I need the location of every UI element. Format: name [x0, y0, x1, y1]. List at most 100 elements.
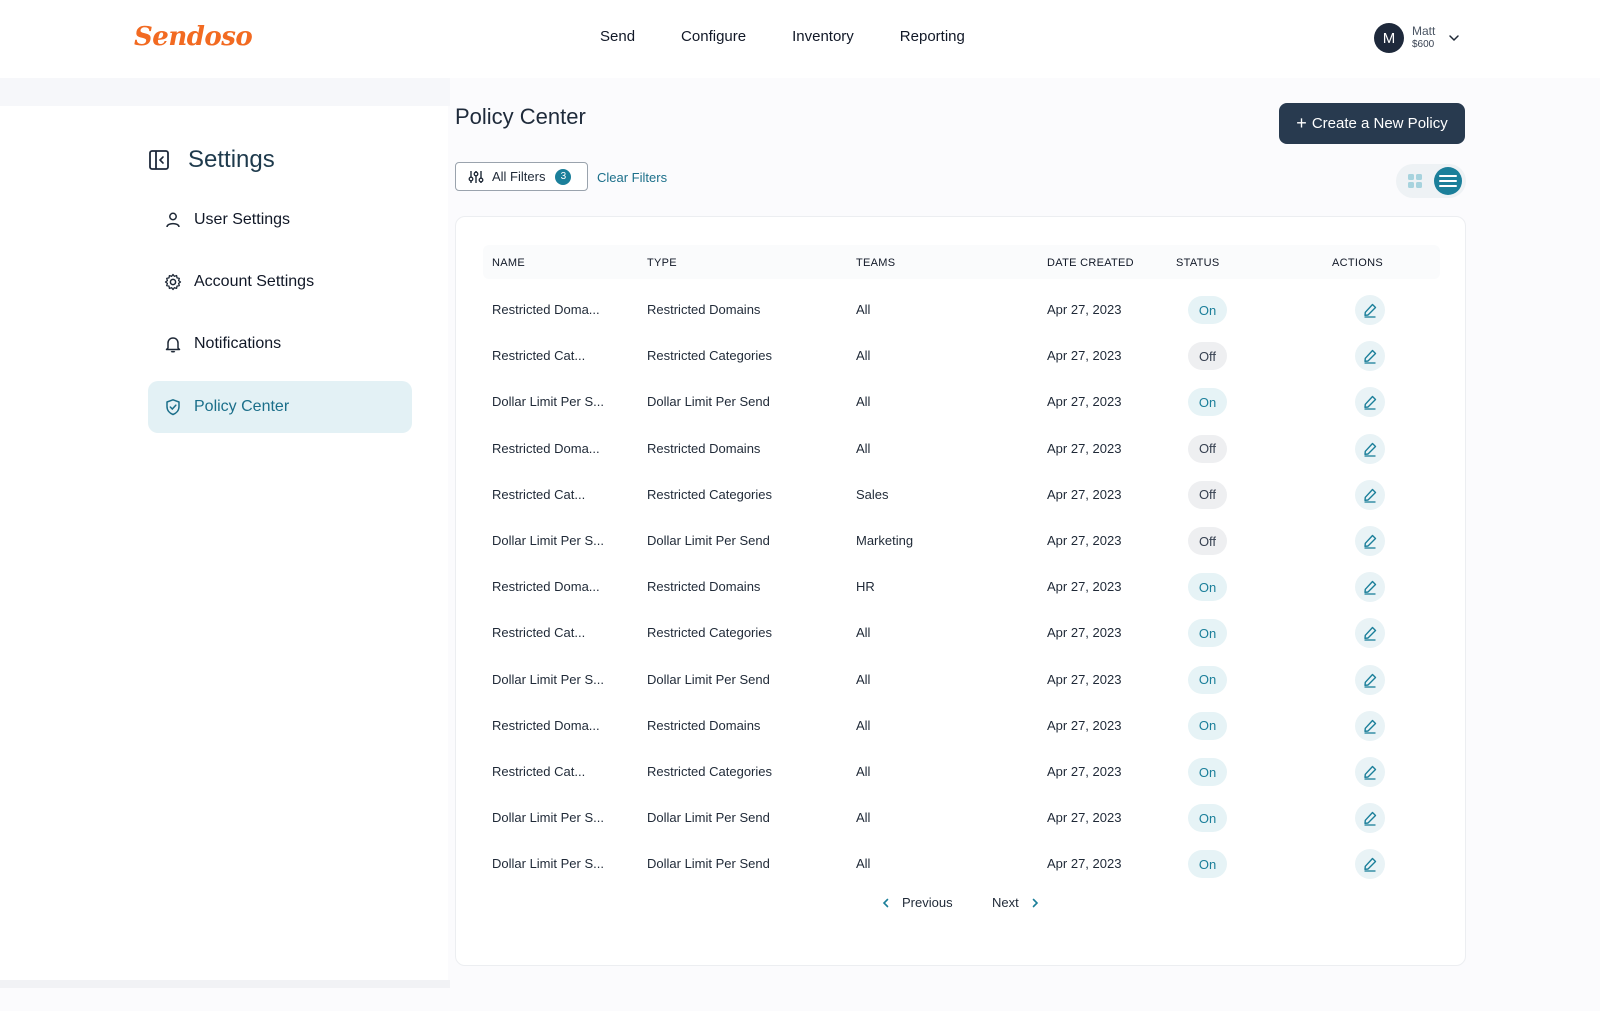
status-toggle-pill[interactable]: Off: [1188, 480, 1227, 509]
edit-policy-button[interactable]: [1355, 849, 1385, 880]
status-toggle-pill[interactable]: Off: [1188, 342, 1227, 371]
cell-teams: All: [856, 717, 871, 733]
column-header-date-created[interactable]: DATE CREATED: [1047, 257, 1134, 269]
edit-policy-button[interactable]: [1355, 295, 1385, 325]
status-toggle-pill[interactable]: On: [1188, 758, 1227, 786]
cell-teams: All: [856, 671, 871, 687]
pencil-icon: [1364, 349, 1377, 364]
main-nav: Send Configure Inventory Reporting: [600, 28, 1011, 45]
sendoso-logo[interactable]: Sendoso: [134, 22, 253, 52]
status-toggle-pill[interactable]: On: [1188, 804, 1227, 833]
table-row[interactable]: Dollar Limit Per S... Dollar Limit Per Se…: [483, 657, 1440, 703]
edit-policy-button[interactable]: [1355, 387, 1385, 418]
edit-policy-button[interactable]: [1355, 526, 1385, 556]
next-page-button[interactable]: Next: [992, 895, 1041, 910]
page-title: Policy Center: [455, 104, 586, 129]
column-header-type[interactable]: TYPE: [647, 257, 677, 269]
sidebar-item-label: Policy Center: [194, 398, 290, 415]
cell-name: Restricted Cat...: [492, 625, 586, 641]
cell-teams: All: [856, 810, 871, 826]
edit-policy-button[interactable]: [1355, 803, 1385, 834]
settings-title: Settings: [188, 146, 275, 173]
user-balance: $600: [1412, 39, 1435, 50]
sidebar-item-policy-center[interactable]: Policy Center: [148, 381, 412, 433]
nav-reporting[interactable]: Reporting: [899, 28, 965, 45]
sidebar-bottom-strip: [0, 980, 450, 988]
table-row[interactable]: Dollar Limit Per S... Dollar Limit Per Se…: [483, 841, 1440, 887]
table-row[interactable]: Restricted Cat... Restricted Categories Al…: [483, 610, 1440, 656]
column-header-teams[interactable]: TEAMS: [856, 257, 896, 269]
table-row[interactable]: Restricted Doma... Restricted Domains All A…: [483, 287, 1440, 333]
column-header-name[interactable]: NAME: [492, 257, 525, 269]
plus-icon: +: [1296, 113, 1307, 133]
cell-type: Dollar Limit Per Send: [647, 671, 770, 687]
edit-policy-button[interactable]: [1355, 433, 1385, 464]
cell-type: Restricted Domains: [647, 579, 761, 595]
nav-send[interactable]: Send: [600, 28, 636, 45]
edit-policy-button[interactable]: [1355, 572, 1385, 603]
user-icon: [166, 212, 180, 228]
cell-type: Dollar Limit Per Send: [647, 856, 770, 872]
cell-type: Restricted Categories: [647, 348, 772, 364]
table-row[interactable]: Dollar Limit Per S... Dollar Limit Per Se…: [483, 795, 1440, 841]
collapse-sidebar-icon[interactable]: [148, 149, 170, 171]
status-toggle-pill[interactable]: On: [1188, 850, 1227, 879]
table-row[interactable]: Restricted Doma... Restricted Domains All A…: [483, 426, 1440, 472]
cell-name: Dollar Limit Per S...: [492, 394, 604, 410]
cell-teams: All: [856, 394, 871, 410]
table-row[interactable]: Dollar Limit Per S... Dollar Limit Per Se…: [483, 518, 1440, 564]
chevron-down-icon[interactable]: [1447, 31, 1461, 45]
status-toggle-pill[interactable]: On: [1188, 711, 1227, 740]
next-label: Next: [992, 895, 1019, 910]
table-row[interactable]: Restricted Doma... Restricted Domains HR Ap…: [483, 564, 1440, 610]
nav-inventory[interactable]: Inventory: [792, 28, 854, 45]
edit-policy-button[interactable]: [1355, 710, 1385, 741]
cell-teams: All: [856, 764, 871, 779]
clear-filters-link[interactable]: Clear Filters: [597, 170, 668, 185]
status-toggle-pill[interactable]: On: [1188, 665, 1227, 694]
all-filters-button[interactable]: All Filters 3: [455, 162, 588, 191]
edit-policy-button[interactable]: [1355, 664, 1385, 695]
status-toggle-pill[interactable]: On: [1188, 619, 1227, 648]
edit-policy-button[interactable]: [1355, 757, 1385, 787]
edit-policy-button[interactable]: [1355, 341, 1385, 372]
grid-view-icon[interactable]: [1406, 172, 1424, 190]
table-row[interactable]: Restricted Cat... Restricted Categories Al…: [483, 749, 1440, 795]
cell-date: Apr 27, 2023: [1047, 810, 1122, 826]
pencil-icon: [1364, 673, 1377, 688]
table-row[interactable]: Dollar Limit Per S... Dollar Limit Per Se…: [483, 379, 1440, 425]
user-menu[interactable]: M Matt $600: [1374, 23, 1461, 53]
cell-date: Apr 27, 2023: [1047, 486, 1122, 502]
sidebar-top-strip: [0, 78, 450, 106]
avatar[interactable]: M: [1374, 23, 1404, 53]
cell-date: Apr 27, 2023: [1047, 671, 1122, 687]
create-new-policy-button[interactable]: + Create a New Policy: [1279, 103, 1465, 144]
edit-policy-button[interactable]: [1355, 479, 1385, 510]
status-toggle-pill[interactable]: On: [1188, 296, 1227, 324]
status-toggle-pill[interactable]: Off: [1188, 434, 1227, 463]
sidebar-item-account-settings[interactable]: Account Settings: [148, 256, 412, 308]
edit-policy-button[interactable]: [1355, 618, 1385, 649]
status-toggle-pill[interactable]: On: [1188, 573, 1227, 602]
cell-teams: Marketing: [856, 533, 914, 548]
nav-configure[interactable]: Configure: [681, 28, 747, 45]
sidebar-item-notifications[interactable]: Notifications: [148, 318, 412, 370]
cell-name: Restricted Doma...: [492, 717, 600, 733]
cell-type: Restricted Categories: [647, 764, 772, 779]
cell-name: Restricted Cat...: [492, 348, 586, 364]
status-toggle-pill[interactable]: On: [1188, 388, 1227, 417]
cell-type: Dollar Limit Per Send: [647, 810, 770, 826]
previous-page-button[interactable]: Previous: [880, 895, 953, 910]
list-view-button[interactable]: [1434, 167, 1462, 195]
cell-name: Restricted Cat...: [492, 764, 586, 779]
cell-teams: HR: [856, 579, 875, 595]
chevron-left-icon: [882, 898, 889, 907]
table-row[interactable]: Restricted Doma... Restricted Domains All A…: [483, 703, 1440, 749]
column-header-status[interactable]: STATUS: [1176, 257, 1220, 269]
status-toggle-pill[interactable]: Off: [1188, 527, 1227, 555]
sidebar-item-user-settings[interactable]: User Settings: [148, 194, 412, 246]
cell-type: Restricted Domains: [647, 302, 761, 317]
table-row[interactable]: Restricted Cat... Restricted Categories Al…: [483, 333, 1440, 379]
table-row[interactable]: Restricted Cat... Restricted Categories Sa…: [483, 472, 1440, 518]
sidebar-item-label: User Settings: [194, 211, 291, 228]
